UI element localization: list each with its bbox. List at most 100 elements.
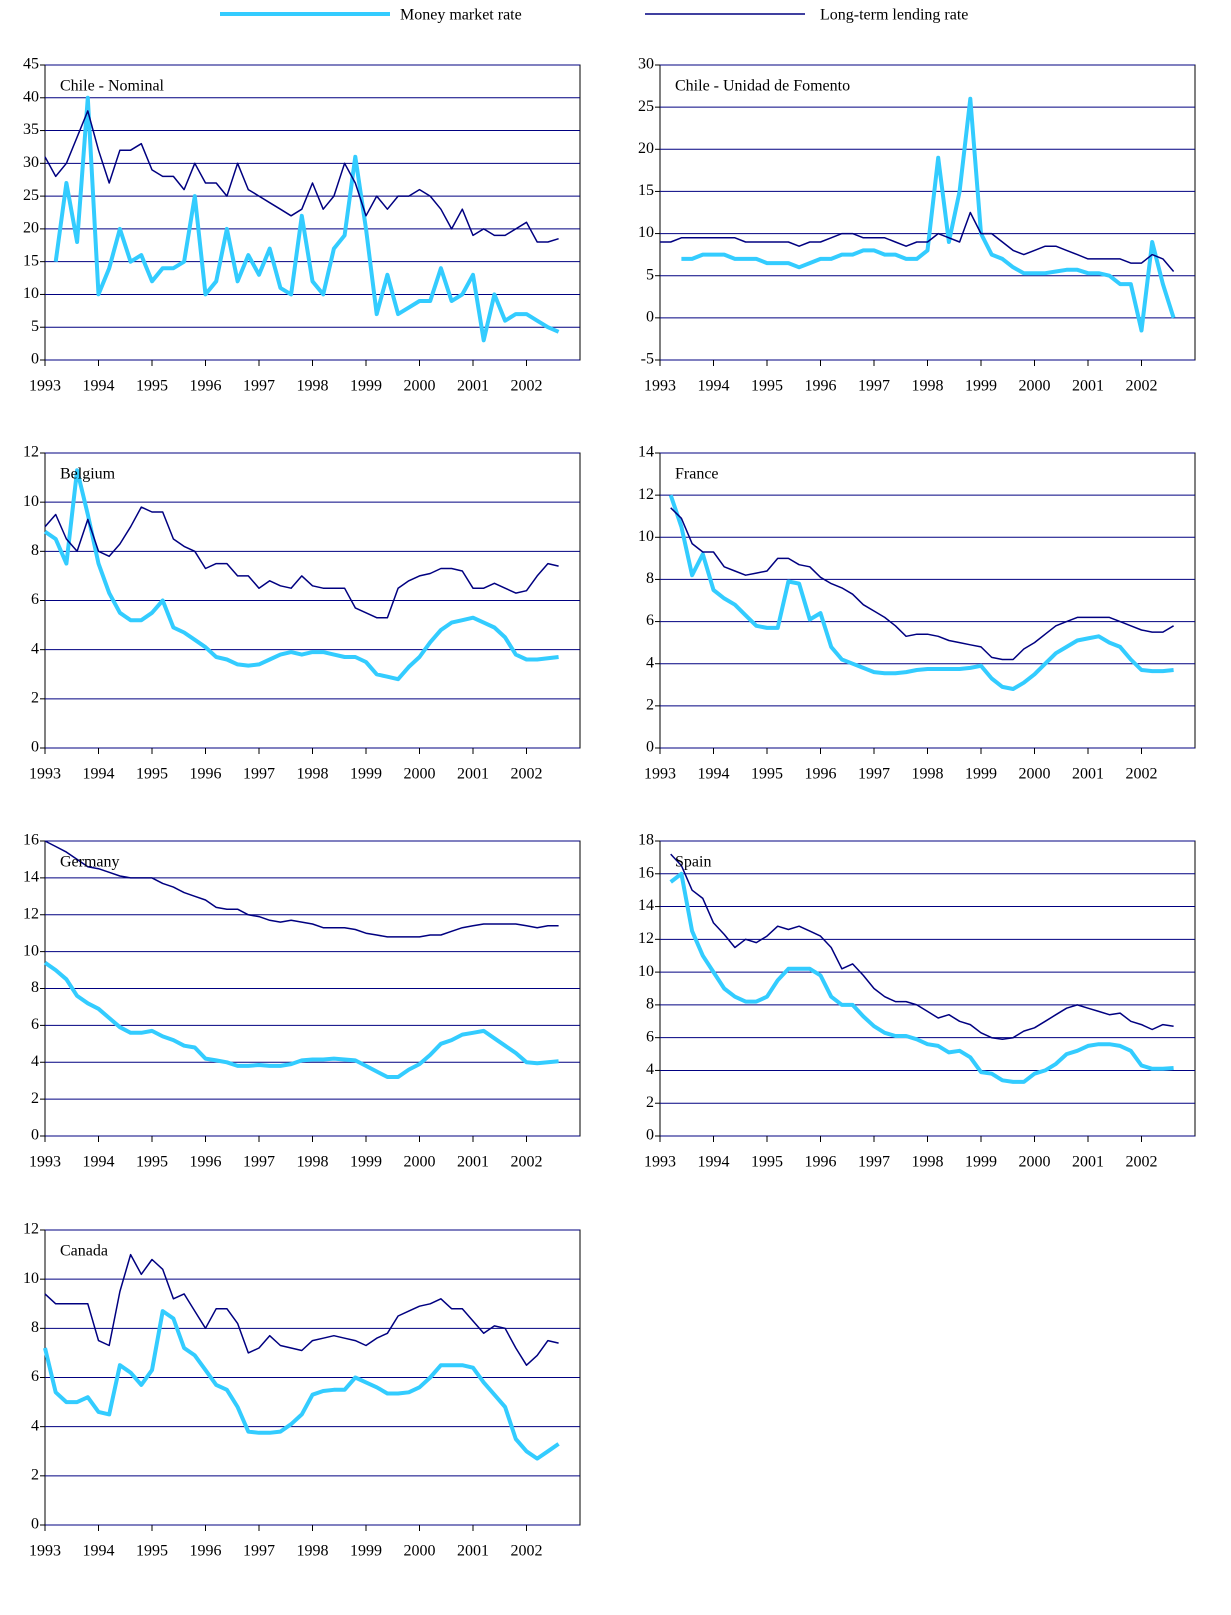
y-tick-label: 4	[646, 654, 654, 671]
y-tick-label: 12	[23, 1221, 39, 1238]
chart-title: Chile - Nominal	[60, 78, 165, 95]
y-tick-label: 2	[31, 1467, 39, 1484]
y-tick-label: 0	[31, 1127, 39, 1144]
plot-area	[659, 452, 1196, 749]
y-tick-label: -5	[641, 351, 654, 368]
y-tick-label: 14	[23, 869, 39, 886]
y-tick-label: 2	[31, 690, 39, 707]
plot-area	[44, 64, 581, 361]
series-line	[44, 1253, 559, 1366]
y-tick-label: 0	[646, 309, 654, 326]
x-tick-label: 1994	[83, 1543, 115, 1560]
series-line	[43, 468, 559, 682]
x-tick-label: 1997	[858, 1154, 890, 1171]
x-tick-label: 1995	[136, 766, 168, 783]
y-tick-label: 40	[23, 88, 39, 105]
x-tick-label: 2000	[404, 766, 436, 783]
y-tick-label: 16	[638, 864, 654, 881]
y-tick-label: 2	[646, 1094, 654, 1111]
x-tick-label: 2002	[1126, 766, 1158, 783]
x-tick-label: 1998	[297, 1543, 329, 1560]
legend-label: Money market rate	[400, 7, 522, 24]
x-tick-label: 1993	[644, 378, 676, 395]
x-tick-label: 1999	[350, 766, 382, 783]
x-tick-label: 2000	[404, 1154, 436, 1171]
x-tick-label: 1994	[698, 378, 730, 395]
x-tick-label: 1993	[29, 378, 61, 395]
x-tick-label: 1995	[136, 1543, 168, 1560]
x-tick-label: 1999	[965, 378, 997, 395]
x-tick-label: 1993	[29, 1543, 61, 1560]
y-tick-label: 8	[646, 996, 654, 1013]
x-tick-label: 2001	[1072, 378, 1104, 395]
x-tick-label: 1999	[350, 378, 382, 395]
x-tick-label: 2001	[1072, 1154, 1104, 1171]
y-tick-label: 10	[638, 224, 654, 241]
x-tick-label: 2000	[1019, 1154, 1051, 1171]
x-tick-label: 1998	[297, 378, 329, 395]
x-tick-label: 1997	[858, 766, 890, 783]
y-tick-label: 6	[646, 1028, 654, 1045]
series-line	[43, 1309, 560, 1461]
series-line	[44, 840, 559, 938]
x-tick-label: 1999	[965, 1154, 997, 1171]
chart-title: Spain	[675, 854, 711, 871]
series-line	[53, 95, 560, 343]
x-tick-label: 1997	[243, 378, 275, 395]
x-tick-label: 1997	[858, 378, 890, 395]
series-line	[669, 871, 1174, 1084]
x-tick-label: 1999	[350, 1543, 382, 1560]
x-tick-label: 1993	[29, 1154, 61, 1171]
series-line	[681, 96, 1176, 333]
y-tick-label: 15	[23, 252, 39, 269]
x-tick-label: 1998	[912, 766, 944, 783]
y-tick-label: 0	[31, 1516, 39, 1533]
x-tick-label: 2001	[457, 766, 489, 783]
y-tick-label: 10	[638, 963, 654, 980]
chart-title: Chile - Unidad de Fomento	[675, 78, 850, 95]
x-tick-label: 1993	[644, 766, 676, 783]
x-tick-label: 1996	[190, 378, 222, 395]
y-tick-label: 6	[31, 1368, 39, 1385]
y-tick-label: 14	[638, 444, 654, 461]
x-tick-label: 2000	[404, 1543, 436, 1560]
x-tick-label: 1993	[29, 766, 61, 783]
y-tick-label: 10	[638, 528, 654, 545]
y-tick-label: 10	[23, 1270, 39, 1287]
x-tick-label: 1996	[190, 766, 222, 783]
x-tick-label: 1996	[805, 378, 837, 395]
x-tick-label: 1995	[751, 766, 783, 783]
x-tick-label: 1995	[136, 378, 168, 395]
x-tick-label: 2001	[457, 1543, 489, 1560]
x-tick-label: 2000	[404, 378, 436, 395]
y-tick-label: 5	[646, 266, 654, 283]
y-tick-label: 30	[638, 56, 654, 73]
x-tick-label: 1994	[698, 766, 730, 783]
y-tick-label: 10	[23, 493, 39, 510]
x-tick-label: 2002	[1126, 378, 1158, 395]
x-tick-label: 1999	[965, 766, 997, 783]
x-tick-label: 1998	[297, 766, 329, 783]
x-tick-label: 1997	[243, 1543, 275, 1560]
y-tick-label: 8	[31, 1319, 39, 1336]
x-tick-label: 1997	[243, 1154, 275, 1171]
y-tick-label: 5	[31, 318, 39, 335]
y-tick-label: 25	[23, 187, 39, 204]
x-tick-label: 1998	[912, 378, 944, 395]
y-tick-label: 0	[646, 1127, 654, 1144]
y-tick-label: 0	[31, 739, 39, 756]
chart-title: Belgium	[60, 466, 116, 483]
plot-area	[659, 64, 1196, 361]
y-tick-label: 20	[638, 140, 654, 157]
series-line	[660, 211, 1175, 272]
series-line	[670, 853, 1174, 1041]
chart-title: Canada	[60, 1243, 108, 1260]
y-tick-label: 4	[646, 1061, 654, 1078]
x-tick-label: 1996	[805, 1154, 837, 1171]
x-tick-label: 1993	[644, 1154, 676, 1171]
y-tick-label: 8	[646, 570, 654, 587]
x-tick-label: 2002	[1126, 1154, 1158, 1171]
x-tick-label: 1996	[190, 1154, 222, 1171]
y-tick-label: 4	[31, 1053, 39, 1070]
series-line	[670, 507, 1174, 661]
